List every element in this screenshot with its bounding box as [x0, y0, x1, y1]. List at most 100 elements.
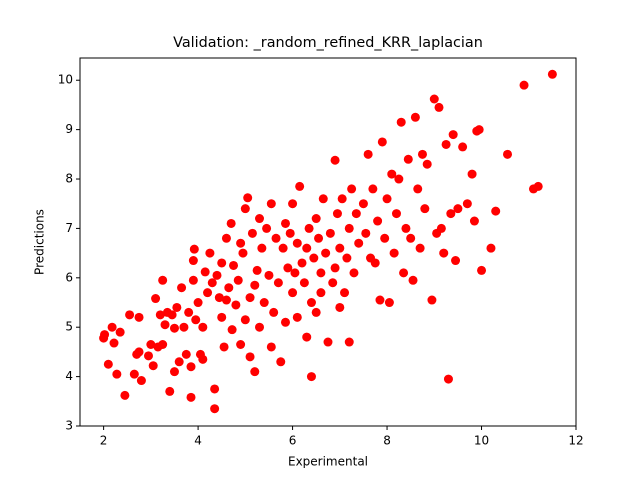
point — [443, 374, 453, 384]
point — [217, 312, 227, 322]
point — [186, 362, 196, 372]
point — [306, 298, 316, 308]
point — [325, 228, 335, 238]
point — [191, 315, 201, 325]
point — [399, 268, 409, 278]
point — [129, 369, 139, 379]
point — [349, 268, 359, 278]
point — [158, 339, 168, 349]
point — [448, 130, 458, 140]
point — [330, 155, 340, 165]
point — [262, 223, 272, 233]
point — [344, 337, 354, 347]
point — [344, 223, 354, 233]
point — [321, 248, 331, 258]
point — [413, 184, 423, 194]
point — [491, 206, 501, 216]
point — [373, 216, 383, 226]
point — [160, 320, 170, 330]
point — [184, 307, 194, 317]
point — [155, 310, 165, 320]
point — [458, 142, 468, 152]
point — [280, 317, 290, 327]
point — [250, 367, 260, 377]
point — [238, 248, 248, 258]
point — [363, 149, 373, 159]
point — [401, 223, 411, 233]
point — [394, 174, 404, 184]
point — [354, 238, 364, 248]
point — [229, 260, 239, 270]
point — [146, 339, 156, 349]
point — [269, 307, 279, 317]
point — [335, 243, 345, 253]
point — [382, 194, 392, 204]
y-tick-label: 6 — [65, 270, 73, 284]
point — [243, 193, 253, 203]
point — [351, 209, 361, 219]
point — [358, 199, 368, 209]
point — [179, 322, 189, 332]
point — [323, 337, 333, 347]
y-axis-label: Predictions — [33, 209, 47, 275]
point — [314, 233, 324, 243]
point — [169, 367, 179, 377]
point — [169, 323, 179, 333]
point — [212, 270, 222, 280]
point — [467, 169, 477, 179]
point — [302, 332, 312, 342]
point — [330, 263, 340, 273]
point — [427, 295, 437, 305]
point — [547, 69, 557, 79]
point — [283, 263, 293, 273]
point — [120, 390, 130, 400]
point — [406, 233, 416, 243]
point — [288, 288, 298, 298]
point — [389, 248, 399, 258]
point — [453, 204, 463, 214]
point — [429, 94, 439, 104]
point — [236, 339, 246, 349]
x-axis-label: Experimental — [288, 455, 368, 469]
point — [165, 386, 175, 396]
point — [292, 312, 302, 322]
point — [306, 372, 316, 382]
point — [328, 278, 338, 288]
x-tick-label: 4 — [194, 434, 202, 448]
point — [278, 243, 288, 253]
point — [285, 228, 295, 238]
point — [420, 204, 430, 214]
point — [316, 268, 326, 278]
y-tick-label: 7 — [65, 221, 73, 235]
point — [125, 310, 135, 320]
point — [347, 184, 357, 194]
point — [167, 310, 177, 320]
point — [292, 238, 302, 248]
x-tick-label: 10 — [474, 434, 489, 448]
point — [335, 302, 345, 312]
point — [387, 169, 397, 179]
point — [417, 149, 427, 159]
y-tick-label: 9 — [65, 122, 73, 136]
point — [193, 298, 203, 308]
point — [233, 275, 243, 285]
point — [219, 342, 229, 352]
point — [410, 112, 420, 122]
point — [240, 204, 250, 214]
point — [290, 268, 300, 278]
point — [368, 184, 378, 194]
point — [172, 302, 182, 312]
point — [316, 288, 326, 298]
point — [255, 322, 265, 332]
point — [446, 209, 456, 219]
point — [188, 275, 198, 285]
point — [236, 238, 246, 248]
point — [107, 322, 117, 332]
point — [252, 265, 262, 275]
point — [240, 315, 250, 325]
point — [396, 117, 406, 127]
point — [134, 312, 144, 322]
point — [408, 275, 418, 285]
point — [227, 325, 237, 335]
